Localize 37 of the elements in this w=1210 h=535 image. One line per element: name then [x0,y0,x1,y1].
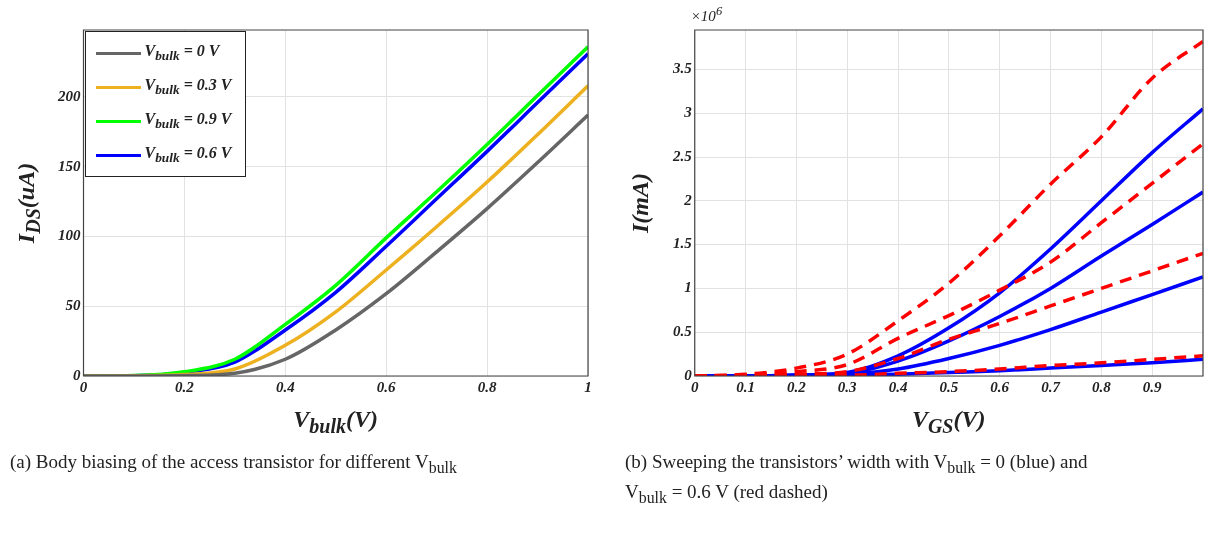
legend-label: V$_{bulk}$ = 0.3 V [144,75,232,99]
y-tick-label: 2 [683,191,693,208]
y-tick-label: 0 [684,366,693,383]
x-tick-label: 0.8 [477,378,497,395]
y-tick-label: 3.5 [672,60,693,77]
y-tick-label: 0.5 [673,323,693,340]
y-tick-label: 3 [683,104,693,121]
text: (a) Body biasing of the access transistor for different V$_{bulk}$ [10,450,458,478]
x-tick-label: 0.7 [1041,378,1061,395]
x-axis-title: V$_{bulk}$(V) [293,406,378,438]
x-tick-label: 0.4 [275,378,296,395]
x-tick-label: 0.2 [175,378,195,395]
x-tick-label: 0.8 [1091,378,1112,395]
legend-label: V$_{bulk}$ = 0.6 V [144,143,232,167]
x-tick-label: 0.1 [736,378,755,395]
legend-label: V$_{bulk}$ = 0.9 V [144,109,232,133]
y-tick-label: 200 [57,87,81,104]
x-tick-label: 0.3 [837,378,858,395]
x-tick-label: 0.5 [939,378,959,395]
y-axis-title: I(mA) [626,173,654,233]
x-tick-label: 0.6 [990,378,1010,395]
x-tick-label: 0.2 [787,378,807,395]
text: ×10$^{6}$ [690,4,723,25]
x-tick-label: 0.4 [888,378,908,395]
x-axis-title: V$_{GS}$(V) [911,406,986,438]
y-tick-label: 0 [73,366,81,383]
x-tick-label: 1 [584,378,592,395]
y-tick-label: 1.5 [673,235,693,252]
y-tick-label: 50 [65,297,81,314]
y-tick-label: 100 [58,227,81,244]
legend-label: V$_{bulk}$ = 0 V [144,41,220,65]
y-tick-label: 1 [684,279,692,296]
y-tick-label: 2.5 [672,147,693,164]
y-tick-label: 150 [58,157,81,174]
text: (b) Sweeping the transistors’ width with V$_{bulk}$ = 0 (blue) and V$_{bulk}$ = 0.6 V (red dashed) [625,451,1088,506]
x-tick-label: 0.6 [376,378,397,395]
x-tick-label: 0.9 [1142,378,1163,395]
